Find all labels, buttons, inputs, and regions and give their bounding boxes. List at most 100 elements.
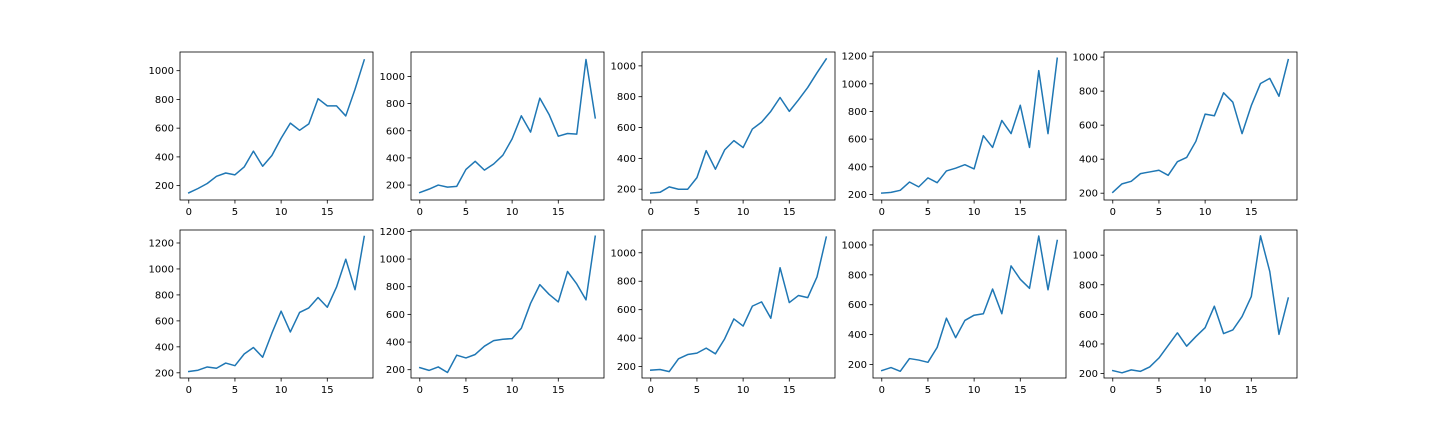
y-tick-label: 1000 <box>380 72 405 83</box>
axes-frame <box>641 51 836 201</box>
y-tick-label: 600 <box>1079 121 1098 132</box>
axes-frame <box>1103 229 1298 379</box>
y-tick-label: 800 <box>617 277 636 288</box>
y-tick-label: 1000 <box>149 66 174 77</box>
y-tick-label: 400 <box>155 152 174 163</box>
y-tick-label: 400 <box>1079 339 1098 350</box>
series-line <box>649 236 828 373</box>
y-tick-label: 200 <box>617 362 636 373</box>
y-tick-label: 600 <box>155 316 174 327</box>
y-tick-label: 1000 <box>611 61 636 72</box>
x-tick-label: 15 <box>1245 385 1258 396</box>
y-tick-label: 200 <box>386 365 405 376</box>
axes-frame <box>410 51 605 201</box>
y-tick-label: 600 <box>617 123 636 134</box>
x-tick-label: 5 <box>232 385 238 396</box>
x-tick-label: 5 <box>925 385 931 396</box>
x-tick-label: 10 <box>1199 385 1212 396</box>
x-tick-label: 15 <box>1245 207 1258 218</box>
y-tick-label: 800 <box>386 99 405 110</box>
y-tick-label: 600 <box>155 124 174 135</box>
x-tick-label: 15 <box>1014 207 1027 218</box>
y-tick-label: 800 <box>1079 280 1098 291</box>
x-tick-label: 5 <box>694 207 700 218</box>
subplot-6: 0 5 10 15 200 400 600 800 1000 1200 <box>149 229 374 396</box>
axes-frame <box>872 51 1067 201</box>
y-tick-label: 800 <box>155 95 174 106</box>
x-tick-label: 10 <box>737 207 750 218</box>
x-tick-label: 0 <box>648 207 654 218</box>
x-tick-label: 5 <box>463 207 469 218</box>
y-tick-label: 800 <box>155 290 174 301</box>
x-tick-label: 5 <box>694 385 700 396</box>
y-tick-label: 400 <box>155 342 174 353</box>
axes-frame <box>641 229 836 379</box>
subplot-10: 0 5 10 15 200 400 600 800 1000 <box>1073 229 1298 396</box>
y-tick-label: 600 <box>386 310 405 321</box>
x-tick-label: 15 <box>552 385 565 396</box>
subplot-5: 0 5 10 15 200 400 600 800 1000 <box>1073 51 1298 218</box>
y-tick-label: 400 <box>848 162 867 173</box>
x-tick-label: 0 <box>1110 207 1116 218</box>
x-tick-label: 15 <box>321 207 334 218</box>
y-tick-label: 1000 <box>842 79 867 90</box>
x-tick-label: 10 <box>968 385 981 396</box>
subplot-2: 0 5 10 15 200 400 600 800 1000 <box>380 51 605 218</box>
series-line <box>418 58 597 194</box>
y-tick-label: 200 <box>386 181 405 192</box>
y-tick-label: 400 <box>848 330 867 341</box>
y-tick-label: 1200 <box>149 238 174 249</box>
series-line <box>880 57 1059 194</box>
axes-frame <box>872 229 1067 379</box>
y-tick-label: 800 <box>617 92 636 103</box>
x-tick-label: 15 <box>783 385 796 396</box>
series-line <box>1111 58 1290 194</box>
axes-frame <box>179 51 374 201</box>
x-tick-label: 10 <box>737 385 750 396</box>
y-tick-label: 800 <box>386 282 405 293</box>
y-tick-label: 400 <box>617 154 636 165</box>
subplot-1: 0 5 10 15 200 400 600 800 1000 <box>149 51 374 218</box>
subplot-4: 0 5 10 15 200 400 600 800 1000 1200 <box>842 51 1067 218</box>
x-tick-label: 5 <box>232 207 238 218</box>
series-line <box>187 58 366 194</box>
x-tick-label: 15 <box>321 385 334 396</box>
y-tick-label: 200 <box>155 368 174 379</box>
x-tick-label: 0 <box>417 207 423 218</box>
x-tick-label: 5 <box>1156 207 1162 218</box>
series-line <box>1111 235 1290 374</box>
y-tick-label: 400 <box>386 153 405 164</box>
y-tick-label: 1000 <box>380 255 405 266</box>
x-tick-label: 15 <box>1014 385 1027 396</box>
y-tick-label: 200 <box>848 190 867 201</box>
series-line <box>880 235 1059 373</box>
subplot-8: 0 5 10 15 200 400 600 800 1000 <box>611 229 836 396</box>
x-tick-label: 0 <box>186 385 192 396</box>
x-tick-label: 10 <box>968 207 981 218</box>
x-tick-label: 10 <box>506 207 519 218</box>
subplot-7: 0 5 10 15 200 400 600 800 1000 1200 <box>380 227 605 396</box>
x-tick-label: 10 <box>1199 207 1212 218</box>
y-tick-label: 200 <box>1079 189 1098 200</box>
subplot-3: 0 5 10 15 200 400 600 800 1000 <box>611 51 836 218</box>
y-tick-label: 600 <box>386 126 405 137</box>
y-tick-label: 800 <box>1079 87 1098 98</box>
y-tick-label: 600 <box>617 305 636 316</box>
axes-frame <box>179 229 374 379</box>
x-tick-label: 5 <box>925 207 931 218</box>
x-tick-label: 10 <box>506 385 519 396</box>
x-tick-label: 0 <box>186 207 192 218</box>
y-tick-label: 1000 <box>842 240 867 251</box>
series-line <box>187 235 366 373</box>
axes-frame <box>410 229 605 379</box>
series-line <box>649 57 828 194</box>
y-tick-label: 200 <box>1079 369 1098 380</box>
x-tick-label: 0 <box>879 207 885 218</box>
x-tick-label: 0 <box>417 385 423 396</box>
x-tick-label: 5 <box>1156 385 1162 396</box>
x-tick-label: 0 <box>648 385 654 396</box>
y-tick-label: 600 <box>1079 310 1098 321</box>
x-tick-label: 10 <box>275 207 288 218</box>
y-tick-label: 200 <box>617 185 636 196</box>
